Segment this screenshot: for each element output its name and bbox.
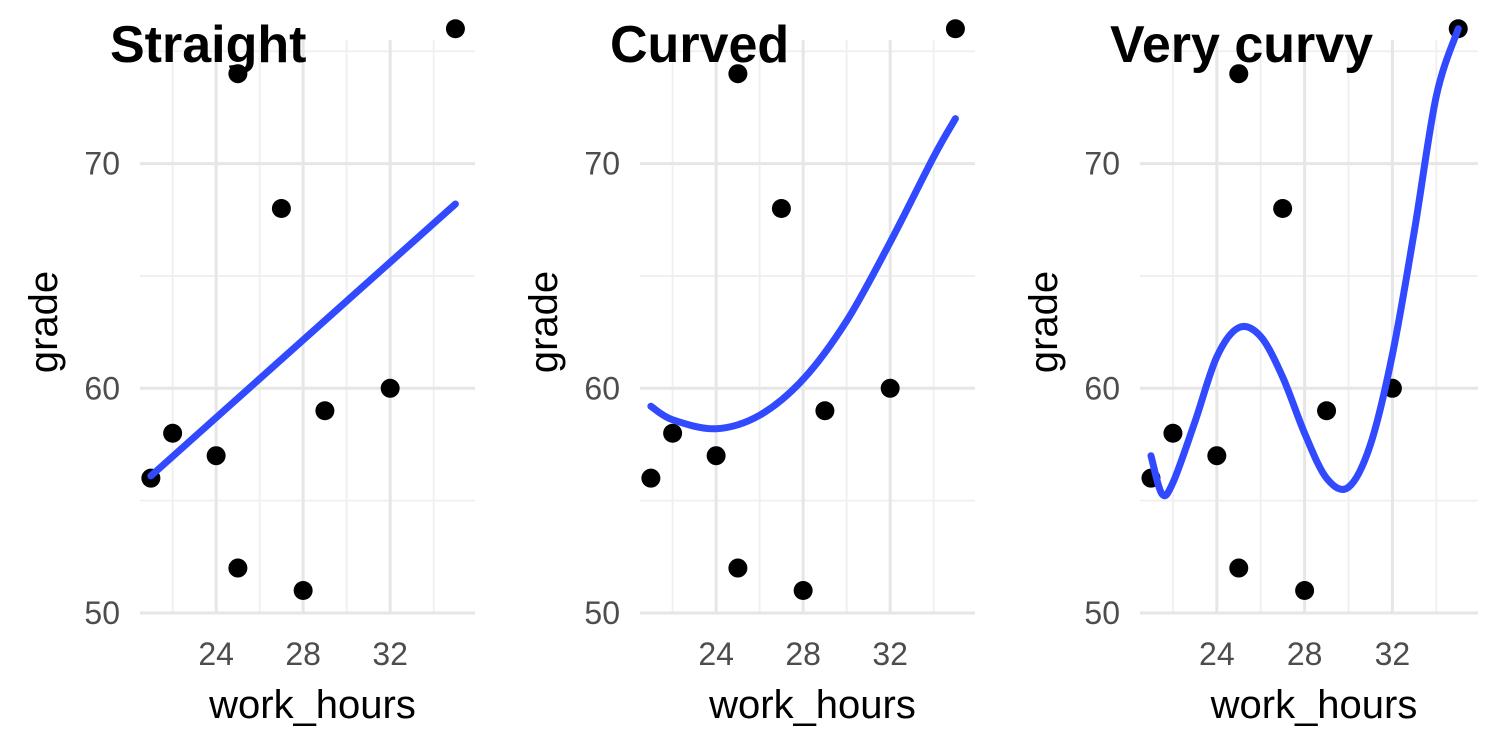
data-point bbox=[706, 446, 726, 466]
y-axis-title: grade bbox=[22, 271, 66, 373]
y-tick-label: 50 bbox=[584, 595, 620, 631]
x-axis-title: work_hours bbox=[1210, 683, 1418, 727]
data-point bbox=[880, 378, 900, 398]
data-point bbox=[728, 558, 748, 578]
x-tick-label: 24 bbox=[698, 636, 734, 672]
data-point bbox=[271, 199, 291, 219]
panel-title: Very curvy bbox=[1110, 16, 1373, 74]
fit-line bbox=[147, 200, 459, 480]
x-tick-label: 28 bbox=[1287, 636, 1323, 672]
data-point bbox=[793, 581, 813, 601]
data-point bbox=[228, 64, 248, 84]
y-axis-title: grade bbox=[1022, 271, 1066, 373]
panel-title: Straight bbox=[110, 16, 306, 74]
data-point bbox=[206, 446, 226, 466]
y-tick-label: 70 bbox=[1084, 146, 1120, 182]
panel-1: 24 28 32 50 60 70 work_hours grade Straight bbox=[22, 16, 475, 727]
data-point bbox=[315, 401, 335, 421]
x-tick-label: 28 bbox=[285, 636, 321, 672]
panel-2: 24 28 32 50 60 70 work_hours grade Curved bbox=[522, 16, 975, 727]
x-tick-label: 24 bbox=[198, 636, 234, 672]
data-point bbox=[293, 581, 313, 601]
data-point bbox=[380, 378, 400, 398]
data-point bbox=[1273, 199, 1293, 219]
data-point bbox=[728, 64, 748, 84]
fit-line bbox=[1147, 25, 1462, 500]
y-tick-label: 60 bbox=[1084, 370, 1120, 406]
y-tick-label: 70 bbox=[584, 146, 620, 182]
data-point bbox=[771, 199, 791, 219]
data-point bbox=[1317, 401, 1337, 421]
data-point bbox=[1229, 64, 1249, 84]
x-tick-label: 24 bbox=[1199, 636, 1235, 672]
x-tick-label: 32 bbox=[372, 636, 408, 672]
data-point bbox=[663, 423, 683, 443]
x-tick-label: 28 bbox=[785, 636, 821, 672]
data-point bbox=[228, 558, 248, 578]
data-point bbox=[641, 468, 661, 488]
data-point bbox=[445, 19, 465, 39]
x-tick-label: 32 bbox=[1375, 636, 1411, 672]
x-axis-title: work_hours bbox=[208, 683, 416, 727]
panel-3: 24 28 32 50 60 70 work_hours grade Very curvy bbox=[1022, 16, 1478, 727]
data-point bbox=[1295, 581, 1315, 601]
panel-title: Curved bbox=[610, 16, 789, 74]
x-tick-label: 32 bbox=[872, 636, 908, 672]
data-point bbox=[945, 19, 965, 39]
data-point bbox=[1229, 558, 1249, 578]
y-tick-label: 50 bbox=[84, 595, 120, 631]
data-point bbox=[815, 401, 835, 421]
data-point bbox=[163, 423, 183, 443]
data-point bbox=[1163, 423, 1183, 443]
y-tick-label: 60 bbox=[84, 370, 120, 406]
fit-line bbox=[647, 115, 959, 433]
y-tick-label: 60 bbox=[584, 370, 620, 406]
y-axis-title: grade bbox=[522, 271, 566, 373]
y-tick-label: 70 bbox=[84, 146, 120, 182]
y-tick-label: 50 bbox=[1084, 595, 1120, 631]
data-point bbox=[1207, 446, 1227, 466]
x-axis-title: work_hours bbox=[708, 683, 916, 727]
